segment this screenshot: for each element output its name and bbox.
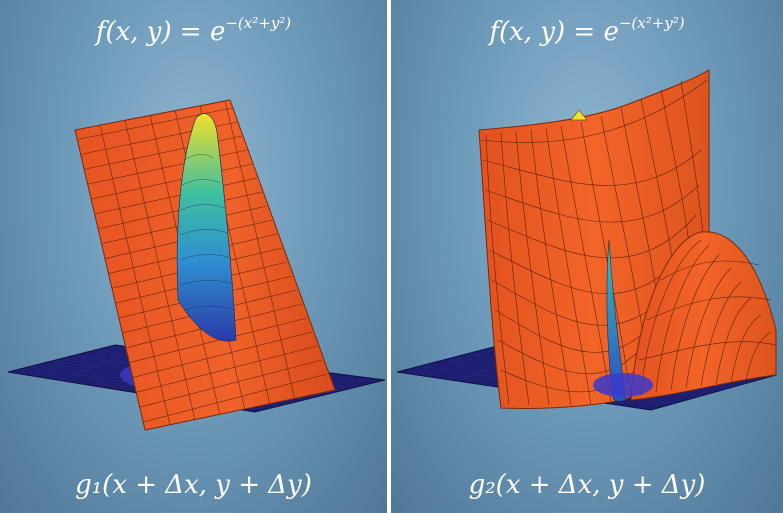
right-gaussian-sliver [606,239,627,402]
left-plane-outline [74,99,336,431]
left-title-lhs: f(x, y) = e [95,17,226,47]
left-title: f(x, y) = e−(x²+y²) [0,14,387,47]
left-title-exponent: −(x²+y²) [225,14,292,32]
right-title-lhs: f(x, y) = e [489,17,619,47]
right-title: f(x, y) = e−(x²+y²) [391,14,783,47]
right-floor-dip [593,373,653,397]
right-gaussian-peak [570,109,588,121]
left-panel: f(x, y) = e−(x²+y²) [0,0,387,513]
right-panel: f(x, y) = e−(x²+y²) [391,0,783,513]
right-title-exponent: −(x²+y²) [618,14,685,32]
left-plot [7,99,386,431]
left-caption: g₁(x + Δx, y + Δy) [75,470,312,500]
right-arch-mesh [638,239,777,396]
right-plot [396,69,777,411]
panel-divider [387,0,391,513]
right-caption: g₂(x + Δx, y + Δy) [468,470,706,500]
left-gaussian-contours [179,154,237,311]
left-gaussian-front [176,113,237,342]
